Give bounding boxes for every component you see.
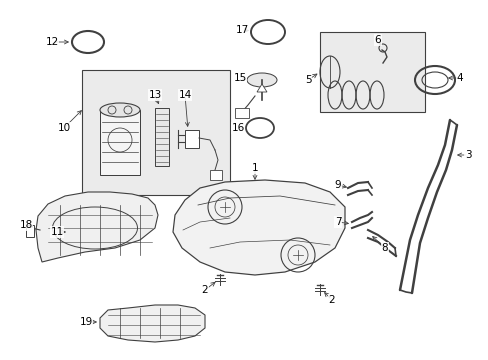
Bar (100, 110, 140, 175)
Text: 8: 8 (381, 243, 387, 253)
Bar (319, 32, 424, 112)
Bar (82, 70, 229, 195)
Bar (26, 225, 34, 237)
Text: 7: 7 (334, 217, 341, 227)
Text: 1: 1 (251, 163, 258, 173)
Text: 17: 17 (235, 25, 248, 35)
Text: 2: 2 (328, 295, 335, 305)
Text: 10: 10 (57, 123, 70, 133)
Text: 19: 19 (79, 317, 92, 327)
Polygon shape (173, 180, 345, 275)
Ellipse shape (246, 73, 276, 87)
Text: 16: 16 (231, 123, 244, 133)
Text: 11: 11 (50, 227, 63, 237)
Text: 9: 9 (334, 180, 341, 190)
Bar (209, 170, 222, 180)
Text: 5: 5 (304, 75, 311, 85)
Text: 18: 18 (20, 220, 33, 230)
Polygon shape (257, 84, 266, 92)
Polygon shape (36, 192, 158, 262)
Ellipse shape (100, 103, 140, 117)
Text: 12: 12 (45, 37, 59, 47)
Text: 3: 3 (464, 150, 470, 160)
Text: 14: 14 (178, 90, 191, 100)
Bar (155, 108, 169, 166)
Bar (235, 108, 248, 118)
Text: 4: 4 (456, 73, 462, 83)
Text: 6: 6 (374, 35, 381, 45)
Text: 2: 2 (201, 285, 208, 295)
Text: 13: 13 (148, 90, 162, 100)
Polygon shape (100, 305, 204, 342)
Text: 15: 15 (233, 73, 246, 83)
Bar (184, 130, 199, 148)
